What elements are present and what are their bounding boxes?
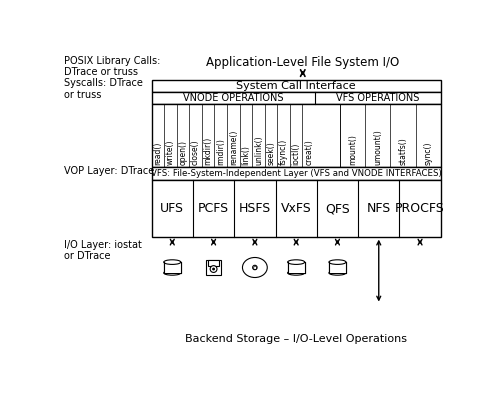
- Text: link(): link(): [242, 145, 250, 165]
- Bar: [288, 262, 304, 273]
- Bar: [152, 167, 441, 180]
- Ellipse shape: [242, 258, 268, 277]
- Bar: [329, 262, 346, 273]
- Bar: [329, 262, 346, 273]
- Ellipse shape: [329, 260, 346, 264]
- Ellipse shape: [288, 260, 304, 264]
- Text: mount(): mount(): [348, 134, 357, 165]
- Text: System Call Interface: System Call Interface: [236, 81, 356, 91]
- Text: o: o: [252, 264, 257, 271]
- Ellipse shape: [329, 271, 346, 275]
- Text: fsync(): fsync(): [279, 139, 288, 165]
- Bar: [152, 80, 441, 92]
- Text: unlink(): unlink(): [254, 136, 263, 165]
- Text: ioctl(): ioctl(): [292, 143, 300, 165]
- Text: VxFS: VxFS: [281, 202, 312, 215]
- Circle shape: [212, 268, 214, 270]
- Text: NFS: NFS: [366, 202, 391, 215]
- Text: VFS OPERATIONS: VFS OPERATIONS: [336, 93, 419, 103]
- Bar: [152, 92, 441, 104]
- Bar: [206, 260, 222, 275]
- Bar: [164, 262, 181, 273]
- Text: Backend Storage – I/O-Level Operations: Backend Storage – I/O-Level Operations: [185, 335, 407, 344]
- Text: creat(): creat(): [304, 139, 313, 165]
- Text: QFS: QFS: [325, 202, 350, 215]
- Ellipse shape: [164, 260, 181, 264]
- Text: write(): write(): [166, 139, 175, 165]
- Bar: [152, 180, 441, 237]
- Text: rmdir(): rmdir(): [216, 138, 225, 165]
- Text: rename(): rename(): [229, 130, 238, 165]
- Text: VNODE OPERATIONS: VNODE OPERATIONS: [183, 93, 284, 103]
- Text: POSIX Library Calls:
DTrace or truss: POSIX Library Calls: DTrace or truss: [64, 56, 160, 77]
- Text: UFS: UFS: [160, 202, 184, 215]
- Text: mkdir(): mkdir(): [204, 137, 212, 165]
- Text: HSFS: HSFS: [238, 202, 271, 215]
- Text: read(): read(): [154, 142, 162, 165]
- Circle shape: [252, 265, 257, 270]
- Bar: [164, 262, 181, 273]
- Bar: [288, 262, 304, 273]
- Text: Application-Level File System I/O: Application-Level File System I/O: [206, 56, 400, 69]
- Text: VOP Layer: DTrace: VOP Layer: DTrace: [64, 166, 154, 176]
- Text: VFS: File-System-Independent Layer (VFS and VNODE INTERFACES): VFS: File-System-Independent Layer (VFS …: [151, 169, 442, 178]
- Text: open(): open(): [178, 140, 188, 165]
- Text: I/O Layer: iostat
or DTrace: I/O Layer: iostat or DTrace: [64, 240, 142, 261]
- Text: sync(): sync(): [424, 141, 432, 165]
- Circle shape: [210, 266, 217, 272]
- Bar: [152, 104, 441, 167]
- Text: statfs(): statfs(): [398, 138, 407, 165]
- Ellipse shape: [164, 271, 181, 275]
- Text: close(): close(): [191, 139, 200, 165]
- Text: umount(): umount(): [374, 129, 382, 165]
- Text: seek(): seek(): [266, 141, 276, 165]
- Ellipse shape: [288, 271, 304, 275]
- Text: PCFS: PCFS: [198, 202, 229, 215]
- Text: Syscalls: DTrace
or truss: Syscalls: DTrace or truss: [64, 78, 143, 100]
- Bar: [208, 260, 219, 266]
- Text: PROCFS: PROCFS: [395, 202, 445, 215]
